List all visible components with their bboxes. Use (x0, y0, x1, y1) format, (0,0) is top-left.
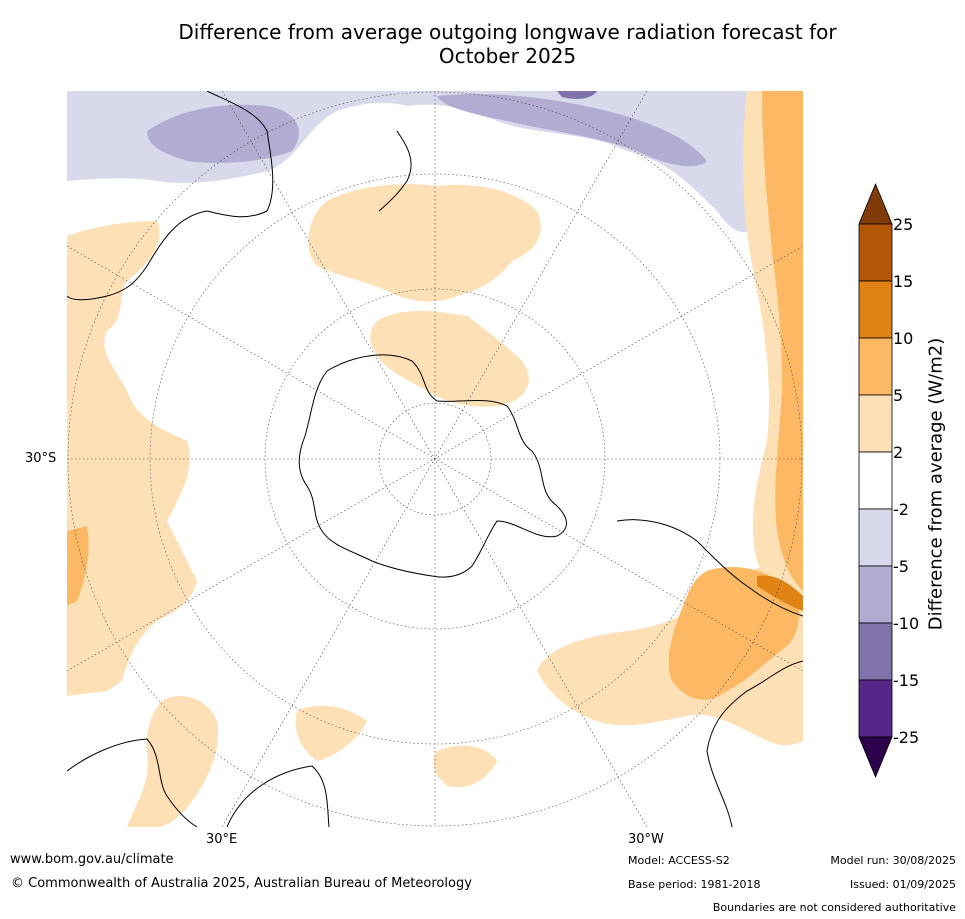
longitude-label-30w: 30°W (628, 832, 664, 847)
anomaly-pos-dark-southeast (757, 575, 803, 611)
footer-url-link[interactable]: www.bom.gov.au/climate (10, 852, 174, 867)
anomaly-pos-mid-southeast (668, 566, 799, 700)
colorbar-tick-label: 25 (893, 215, 913, 234)
graticule (67, 91, 803, 827)
anomaly-pos-light-central-2 (370, 311, 529, 407)
anomaly-pos-light-south (295, 705, 367, 761)
footer-copyright: © Commonwealth of Australia 2025, Austra… (11, 876, 472, 891)
colorbar-tick-label: -2 (893, 500, 909, 519)
colorbar-tick-label: -5 (893, 557, 909, 576)
colorbar-tick-label: -15 (893, 671, 919, 690)
title-line-1: Difference from average outgoing longwav… (178, 20, 837, 44)
colorbar-band (858, 679, 893, 738)
colorbar-title: Difference from average (W/m2) (925, 337, 947, 631)
anomaly-neg-dark-north (557, 91, 597, 99)
anomaly-pos-light-central-north (308, 184, 541, 302)
footer-model: Model: ACCESS-S2 (628, 854, 730, 867)
map-canvas (67, 91, 803, 827)
colorbar-tick-label: 5 (893, 386, 903, 405)
colorbar-tick-label: 2 (893, 443, 903, 462)
footer-model-run: Model run: 30/08/2025 (830, 854, 956, 867)
colorbar-tick-label: 15 (893, 272, 913, 291)
antarctica-coastline (298, 354, 567, 578)
colorbar-band (858, 223, 893, 282)
anomaly-pos-light-west (67, 221, 197, 696)
colorbar-band (858, 280, 893, 339)
new-zealand-coastline (378, 130, 412, 212)
colorbar-legend: 25 15 10 5 2 -2 -5 -10 -15 -25 (850, 180, 965, 790)
footer-issued: Issued: 01/09/2025 (849, 878, 956, 891)
anomaly-pos-light-south-2 (433, 745, 497, 788)
colorbar-tick-label: 10 (893, 329, 913, 348)
australia-coastline (67, 91, 274, 301)
longitude-label-30e: 30°E (206, 832, 238, 847)
polar-map[interactable] (67, 91, 803, 827)
footer-boundaries-note: Boundaries are not considered authoritat… (712, 901, 956, 914)
footer-base-period: Base period: 1981-2018 (628, 878, 761, 891)
anomaly-neg-mid-north-2 (437, 94, 707, 167)
colorbar-band (858, 394, 893, 453)
africa-coastline (67, 738, 330, 827)
colorbar-band (858, 451, 893, 510)
colorbar-band (858, 337, 893, 396)
colorbar-band (858, 622, 893, 681)
colorbar-under-triangle (858, 736, 893, 779)
latitude-label-30s: 30°S (25, 451, 57, 466)
colorbar-tick-label: -10 (893, 614, 919, 633)
anomaly-pos-light-island (127, 696, 218, 827)
title-line-2: October 2025 (438, 44, 577, 68)
colorbar-band (858, 508, 893, 567)
chart-title: Difference from average outgoing longwav… (90, 20, 925, 68)
colorbar-over-triangle (858, 182, 893, 225)
anomaly-neg-mid-north (147, 104, 299, 163)
south-america-coastline (616, 519, 803, 827)
colorbar-svg: 25 15 10 5 2 -2 -5 -10 -15 -25 (858, 182, 919, 779)
anomaly-pos-mid-west (67, 526, 89, 606)
colorbar-tick-label: -25 (893, 728, 919, 747)
colorbar-band (858, 565, 893, 624)
